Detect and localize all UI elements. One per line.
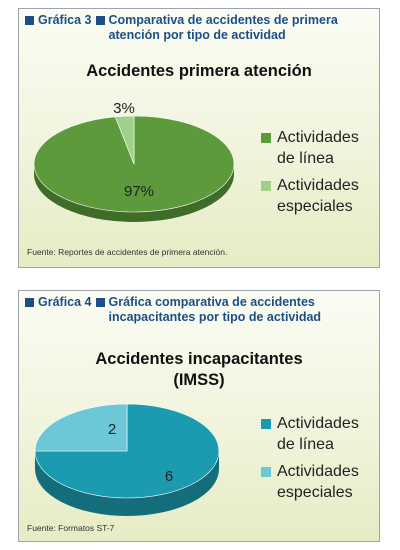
chart-title-line1: Accidentes incapacitantes	[95, 350, 303, 368]
data-label: 2	[108, 421, 116, 438]
legend-swatch	[261, 467, 271, 477]
chart-title: Accidentes primera atención	[19, 61, 379, 82]
figure-title-line1: Comparativa de accidentes de primera	[108, 13, 338, 27]
square-bullet-icon	[95, 298, 105, 307]
legend-label-line1: Actividades	[277, 177, 359, 194]
legend-swatch	[261, 181, 271, 191]
figure-header-2: Gráfica 4 Gráfica comparativa de acciden…	[25, 295, 373, 325]
legend-label-line1: Actividades	[277, 415, 359, 432]
pie-slice-lineal	[34, 403, 220, 499]
pie-slice-especiales	[34, 403, 128, 452]
pie-side-band	[35, 451, 219, 516]
square-bullet-icon	[25, 16, 34, 25]
figure-title-line2: atención por tipo de actividad	[108, 28, 286, 42]
chart-title-line1: Accidentes primera atención	[86, 62, 312, 80]
pie-slice-especiales	[114, 115, 135, 165]
legend-label-line2: especiales	[277, 198, 353, 215]
legend-item-lineal: Actividades de línea	[261, 127, 359, 169]
figure-title: Gráfica comparativa de accidentes incapa…	[109, 295, 322, 325]
chart-panel-2: Gráfica 4 Gráfica comparativa de acciden…	[18, 290, 380, 542]
legend-label-line1: Actividades	[277, 463, 359, 480]
legend-label-line2: especiales	[277, 484, 353, 501]
figure-title-line1: Gráfica comparativa de accidentes	[108, 295, 315, 309]
figure-title-line2: incapacitantes por tipo de actividad	[108, 310, 322, 324]
figure-header-1: Gráfica 3 Comparativa de accidentes de p…	[25, 13, 373, 43]
data-label: 97%	[124, 183, 154, 200]
chart-title-line2: (IMSS)	[173, 371, 225, 389]
source-note: Fuente: Reportes de accidentes de primer…	[27, 247, 228, 257]
legend-item-lineal: Actividades de línea	[261, 413, 359, 455]
legend-label-line2: de línea	[277, 150, 334, 167]
data-label: 3%	[113, 100, 135, 117]
legend: Actividades de línea Actividades especia…	[261, 413, 359, 509]
figure-title: Comparativa de accidentes de primera ate…	[109, 13, 338, 43]
legend-swatch	[261, 133, 271, 143]
legend-item-especiales: Actividades especiales	[261, 461, 359, 503]
pie-chart: 97% 3%	[33, 100, 235, 222]
square-bullet-icon	[95, 16, 105, 25]
source-note: Fuente: Formatos ST-7	[27, 523, 115, 533]
pie-side-band	[34, 164, 234, 222]
chart-panel-1: Gráfica 3 Comparativa de accidentes de p…	[18, 8, 380, 268]
legend-label-line2: de línea	[277, 436, 334, 453]
legend-swatch	[261, 419, 271, 429]
legend-item-especiales: Actividades especiales	[261, 175, 359, 217]
data-label: 6	[165, 468, 173, 485]
legend-label-line1: Actividades	[277, 129, 359, 146]
pie-chart: 62	[34, 403, 220, 516]
figure-number: Gráfica 4	[38, 295, 92, 309]
chart-title: Accidentes incapacitantes (IMSS)	[19, 349, 379, 391]
square-bullet-icon	[25, 298, 34, 307]
figure-number: Gráfica 3	[38, 13, 92, 27]
legend: Actividades de línea Actividades especia…	[261, 127, 359, 223]
